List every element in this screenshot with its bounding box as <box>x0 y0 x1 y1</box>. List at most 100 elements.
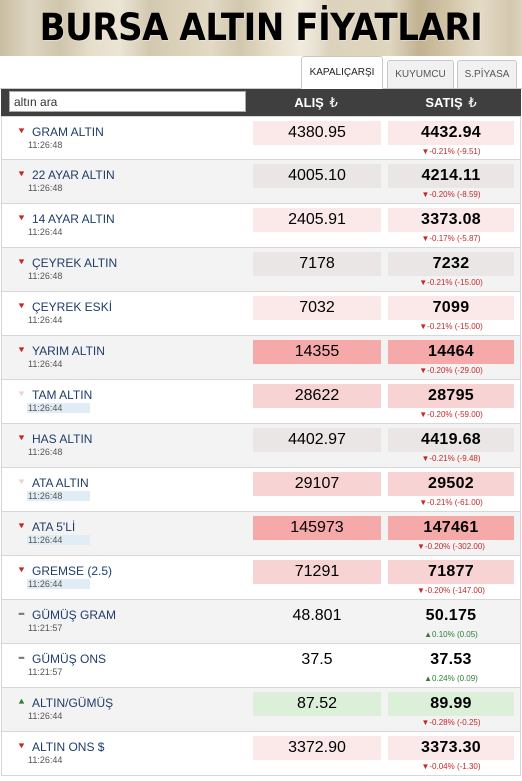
trend-down-icon <box>18 215 25 221</box>
alis-price: 28622 <box>253 384 381 408</box>
alis-price: 145973 <box>253 516 381 540</box>
table-row[interactable]: GRAM ALTIN 11:26:48 4380.95 4432.94 ▼-0.21% … <box>1 116 521 160</box>
row-time: 11:26:48 <box>28 447 63 457</box>
satis-price: 37.53 <box>430 651 472 668</box>
alis-price: 29107 <box>253 472 381 496</box>
table-row[interactable]: GÜMÜŞ GRAM 11:21:57 48.801 50.175 ▲0.10% (0.… <box>1 600 521 644</box>
trend-down-icon <box>18 743 25 749</box>
table-row[interactable]: ÇEYREK ESKİ 11:26:44 7032 7099 ▼-0.21% (-15.… <box>1 292 521 336</box>
row-time: 11:26:44 <box>28 755 63 765</box>
satis-price: 71877 <box>388 560 514 584</box>
tab-kapalicarsi[interactable]: KAPALIÇARŞI <box>301 56 383 89</box>
change-indicator: ▼-0.21% (-61.00) <box>419 498 483 507</box>
column-header-alis[interactable]: ALIŞ ₺ <box>251 89 381 116</box>
change-indicator: ▼-0.20% (-302.00) <box>417 542 485 551</box>
tab-serbest-piyasa[interactable]: S.PİYASA <box>457 60 517 89</box>
row-time: 11:26:48 <box>28 271 63 281</box>
row-name[interactable]: GÜMÜŞ GRAM <box>32 608 116 622</box>
row-time: 11:21:57 <box>28 623 63 633</box>
table-row[interactable]: ATA ALTIN 11:26:48 29107 29502 ▼-0.21% (-61.… <box>1 468 521 512</box>
satis-price: 29502 <box>388 472 514 496</box>
change-indicator: ▼-0.20% (-29.00) <box>419 366 483 375</box>
satis-price: 89.99 <box>388 692 514 716</box>
column-header-satis[interactable]: SATIŞ ₺ <box>386 89 516 116</box>
change-indicator: ▼-0.20% (-8.59) <box>421 190 481 199</box>
row-time: 11:26:44 <box>28 315 63 325</box>
alis-price: 7032 <box>253 296 381 320</box>
trend-down-icon <box>18 567 25 573</box>
lira-icon: ₺ <box>468 95 477 110</box>
row-name[interactable]: GREMSE (2.5) <box>32 564 113 578</box>
row-time: 11:26:44 <box>28 227 63 237</box>
row-name[interactable]: 22 AYAR ALTIN <box>32 168 115 182</box>
alis-price: 4005.10 <box>253 164 381 188</box>
change-indicator: ▲0.24% (0.09) <box>424 674 478 683</box>
alis-price: 87.52 <box>253 692 381 716</box>
alis-price: 71291 <box>253 560 381 584</box>
row-time: 11:26:48 <box>28 183 63 193</box>
row-name[interactable]: ÇEYREK ALTIN <box>32 256 118 270</box>
satis-price: 14464 <box>388 340 514 364</box>
satis-price: 4432.94 <box>388 121 514 145</box>
alis-price: 14355 <box>253 340 381 364</box>
row-time: 11:26:44 <box>27 535 90 545</box>
satis-price: 4419.68 <box>388 428 514 452</box>
page-title: BURSA ALTIN FİYATLARI <box>39 6 483 49</box>
tab-kuyumcu[interactable]: KUYUMCU <box>387 60 454 89</box>
table-row[interactable]: GÜMÜŞ ONS 11:21:57 37.5 37.53 ▲0.24% (0.09) <box>1 644 521 688</box>
row-time: 11:26:44 <box>28 711 63 721</box>
trend-down-icon <box>18 128 25 134</box>
row-time: 11:26:44 <box>28 359 63 369</box>
row-name[interactable]: ALTIN ONS $ <box>32 740 105 754</box>
alis-price: 7178 <box>253 252 381 276</box>
table-row[interactable]: ÇEYREK ALTIN 11:26:48 7178 7232 ▼-0.21% (-15… <box>1 248 521 292</box>
alis-price: 3372.90 <box>253 736 381 760</box>
satis-price: 50.175 <box>425 607 477 624</box>
satis-price: 28795 <box>388 384 514 408</box>
table-row[interactable]: 14 AYAR ALTIN 11:26:44 2405.91 3373.08 ▼-0.1… <box>1 204 521 248</box>
row-name[interactable]: TAM ALTIN <box>32 388 93 402</box>
search-input[interactable] <box>9 91 246 112</box>
row-time: 11:26:48 <box>28 140 63 150</box>
trend-faded-icon <box>18 391 25 397</box>
table-row[interactable]: ALTIN ONS $11:26:44 3372.90 3373.30 ▼-0.04%… <box>1 732 521 776</box>
price-table: GRAM ALTIN 11:26:48 4380.95 4432.94 ▼-0.21% … <box>1 116 521 776</box>
row-time: 11:26:48 <box>27 491 90 501</box>
trend-neutral-icon <box>18 656 25 659</box>
satis-price: 4214.11 <box>388 164 514 188</box>
change-indicator: ▼-0.21% (-9.51) <box>421 147 481 156</box>
change-indicator: ▲0.10% (0.05) <box>424 630 478 639</box>
row-name[interactable]: ÇEYREK ESKİ <box>32 300 113 314</box>
row-time: 11:26:44 <box>27 403 90 413</box>
row-name[interactable]: 14 AYAR ALTIN <box>32 212 115 226</box>
alis-price: 37.5 <box>301 651 333 668</box>
row-name[interactable]: ATA 5'Lİ <box>32 520 76 534</box>
header-banner: BURSA ALTIN FİYATLARI <box>0 0 522 56</box>
row-name[interactable]: ATA ALTIN <box>32 476 89 490</box>
alis-price: 48.801 <box>292 607 342 624</box>
trend-down-icon <box>18 259 25 265</box>
tab-bar: KAPALIÇARŞI KUYUMCU S.PİYASA <box>0 56 522 89</box>
change-indicator: ▼-0.20% (-59.00) <box>419 410 483 419</box>
row-name[interactable]: GRAM ALTIN <box>32 125 104 139</box>
trend-neutral-icon <box>18 612 25 615</box>
table-header: ALIŞ ₺ SATIŞ ₺ <box>1 89 521 116</box>
row-time: 11:26:44 <box>27 579 90 589</box>
table-row[interactable]: HAS ALTIN 11:26:48 4402.97 4419.68 ▼-0.21% (… <box>1 424 521 468</box>
column-header-satis-label: SATIŞ <box>425 95 463 110</box>
row-name[interactable]: ALTIN/GÜMÜŞ <box>32 696 114 710</box>
table-row[interactable]: 22 AYAR ALTIN 11:26:48 4005.10 4214.11 ▼-0.2… <box>1 160 521 204</box>
row-name[interactable]: GÜMÜŞ ONS <box>32 652 107 666</box>
alis-price: 4380.95 <box>253 121 381 145</box>
table-row[interactable]: YARIM ALTIN 11:26:44 14355 14464 ▼-0.20% (-2… <box>1 336 521 380</box>
table-row[interactable]: TAM ALTIN 11:26:44 28622 28795 ▼-0.20% (-59.… <box>1 380 521 424</box>
alis-price: 2405.91 <box>253 208 381 232</box>
satis-price: 7099 <box>388 296 514 320</box>
table-row[interactable]: ATA 5'Lİ 11:26:44 145973 147461 ▼-0.20% (-30… <box>1 512 521 556</box>
change-indicator: ▼-0.21% (-9.48) <box>421 454 481 463</box>
row-name[interactable]: HAS ALTIN <box>32 432 93 446</box>
alis-price: 4402.97 <box>253 428 381 452</box>
row-name[interactable]: YARIM ALTIN <box>32 344 105 358</box>
table-row[interactable]: GREMSE (2.5) 11:26:44 71291 71877 ▼-0.20% (-… <box>1 556 521 600</box>
table-row[interactable]: ALTIN/GÜMÜŞ 11:26:44 87.52 89.99 ▼-0.28% (-0… <box>1 688 521 732</box>
